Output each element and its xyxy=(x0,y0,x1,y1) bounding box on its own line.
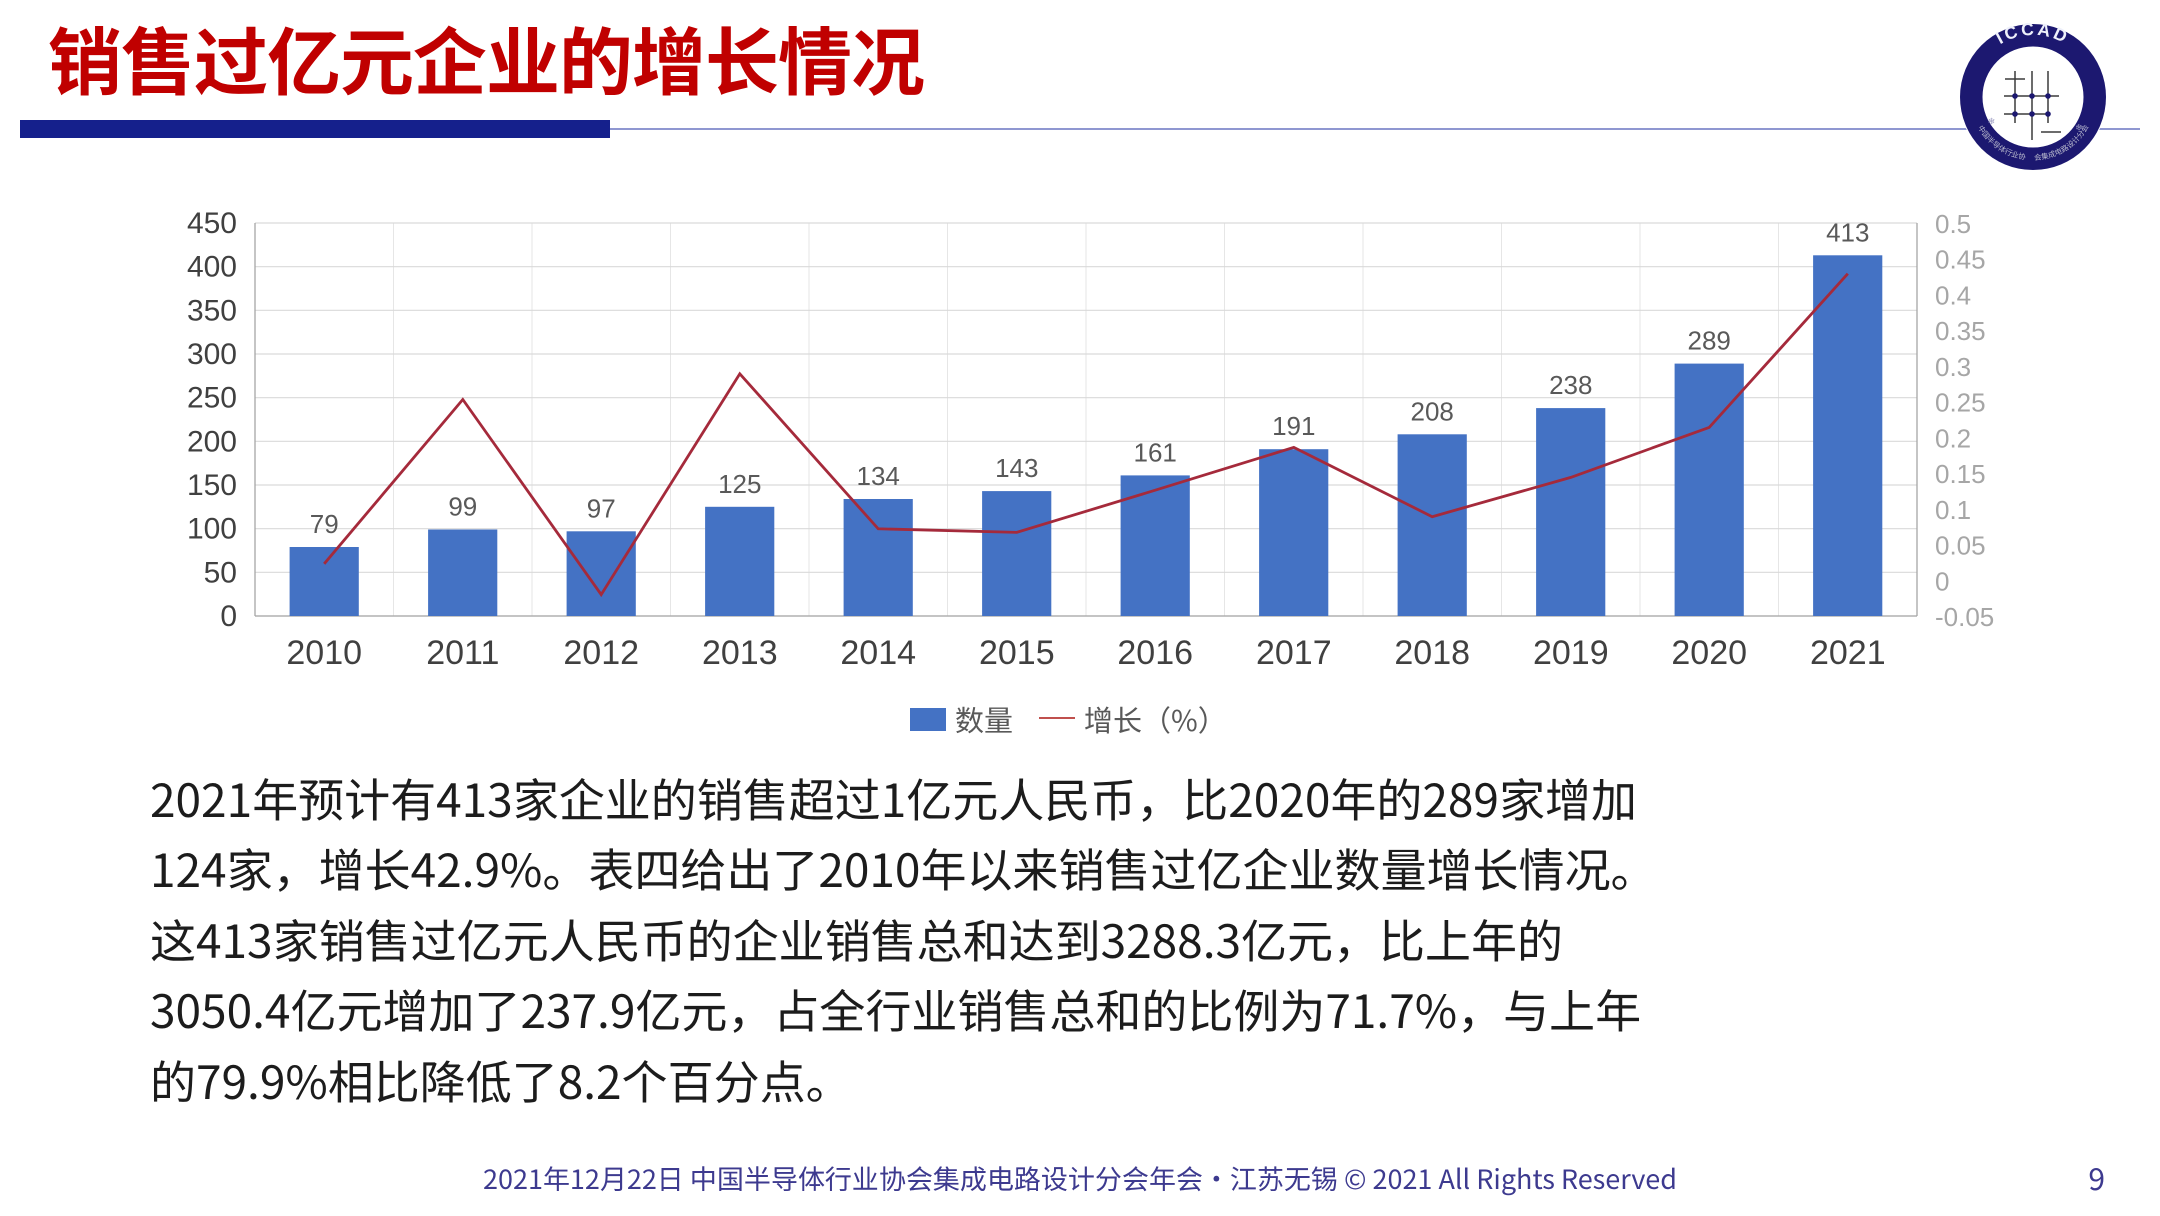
svg-text:150: 150 xyxy=(187,469,237,502)
svg-text:0.45: 0.45 xyxy=(1935,245,1986,275)
svg-text:289: 289 xyxy=(1688,326,1731,356)
svg-text:-0.05: -0.05 xyxy=(1935,602,1994,632)
svg-text:0.3: 0.3 xyxy=(1935,352,1971,382)
svg-text:2010: 2010 xyxy=(286,634,362,672)
svg-text:2017: 2017 xyxy=(1256,634,1332,672)
svg-text:208: 208 xyxy=(1411,396,1454,426)
svg-text:2021: 2021 xyxy=(1810,634,1886,672)
svg-text:0.15: 0.15 xyxy=(1935,459,1986,489)
svg-text:0.2: 0.2 xyxy=(1935,423,1971,453)
svg-text:300: 300 xyxy=(187,338,237,371)
svg-text:413: 413 xyxy=(1826,217,1869,247)
svg-text:2018: 2018 xyxy=(1394,634,1470,672)
svg-text:0.25: 0.25 xyxy=(1935,388,1986,418)
svg-text:2011: 2011 xyxy=(426,634,499,672)
svg-text:2013: 2013 xyxy=(702,634,778,672)
svg-text:200: 200 xyxy=(187,425,237,458)
svg-text:50: 50 xyxy=(204,556,237,589)
svg-text:450: 450 xyxy=(187,207,237,240)
svg-text:0.05: 0.05 xyxy=(1935,531,1986,561)
svg-text:2020: 2020 xyxy=(1671,634,1747,672)
svg-text:161: 161 xyxy=(1134,437,1177,467)
svg-text:400: 400 xyxy=(187,251,237,284)
svg-text:99: 99 xyxy=(448,492,477,522)
svg-text:0.1: 0.1 xyxy=(1935,495,1971,525)
svg-text:0.4: 0.4 xyxy=(1935,281,1971,311)
svg-text:2015: 2015 xyxy=(979,634,1055,672)
svg-text:143: 143 xyxy=(995,453,1038,483)
svg-text:191: 191 xyxy=(1272,411,1315,441)
svg-text:0: 0 xyxy=(1935,566,1949,596)
svg-text:79: 79 xyxy=(310,509,339,539)
svg-text:238: 238 xyxy=(1549,370,1592,400)
svg-text:0: 0 xyxy=(220,600,237,633)
svg-text:2019: 2019 xyxy=(1533,634,1609,672)
svg-text:100: 100 xyxy=(187,513,237,546)
svg-text:0.35: 0.35 xyxy=(1935,316,1986,346)
svg-text:350: 350 xyxy=(187,294,237,327)
svg-text:2014: 2014 xyxy=(840,634,916,672)
svg-text:250: 250 xyxy=(187,382,237,415)
svg-text:134: 134 xyxy=(857,461,900,491)
svg-text:2016: 2016 xyxy=(1117,634,1193,672)
svg-text:125: 125 xyxy=(718,469,761,499)
svg-text:2012: 2012 xyxy=(563,634,639,672)
svg-text:97: 97 xyxy=(587,493,616,523)
svg-text:0.5: 0.5 xyxy=(1935,209,1971,239)
